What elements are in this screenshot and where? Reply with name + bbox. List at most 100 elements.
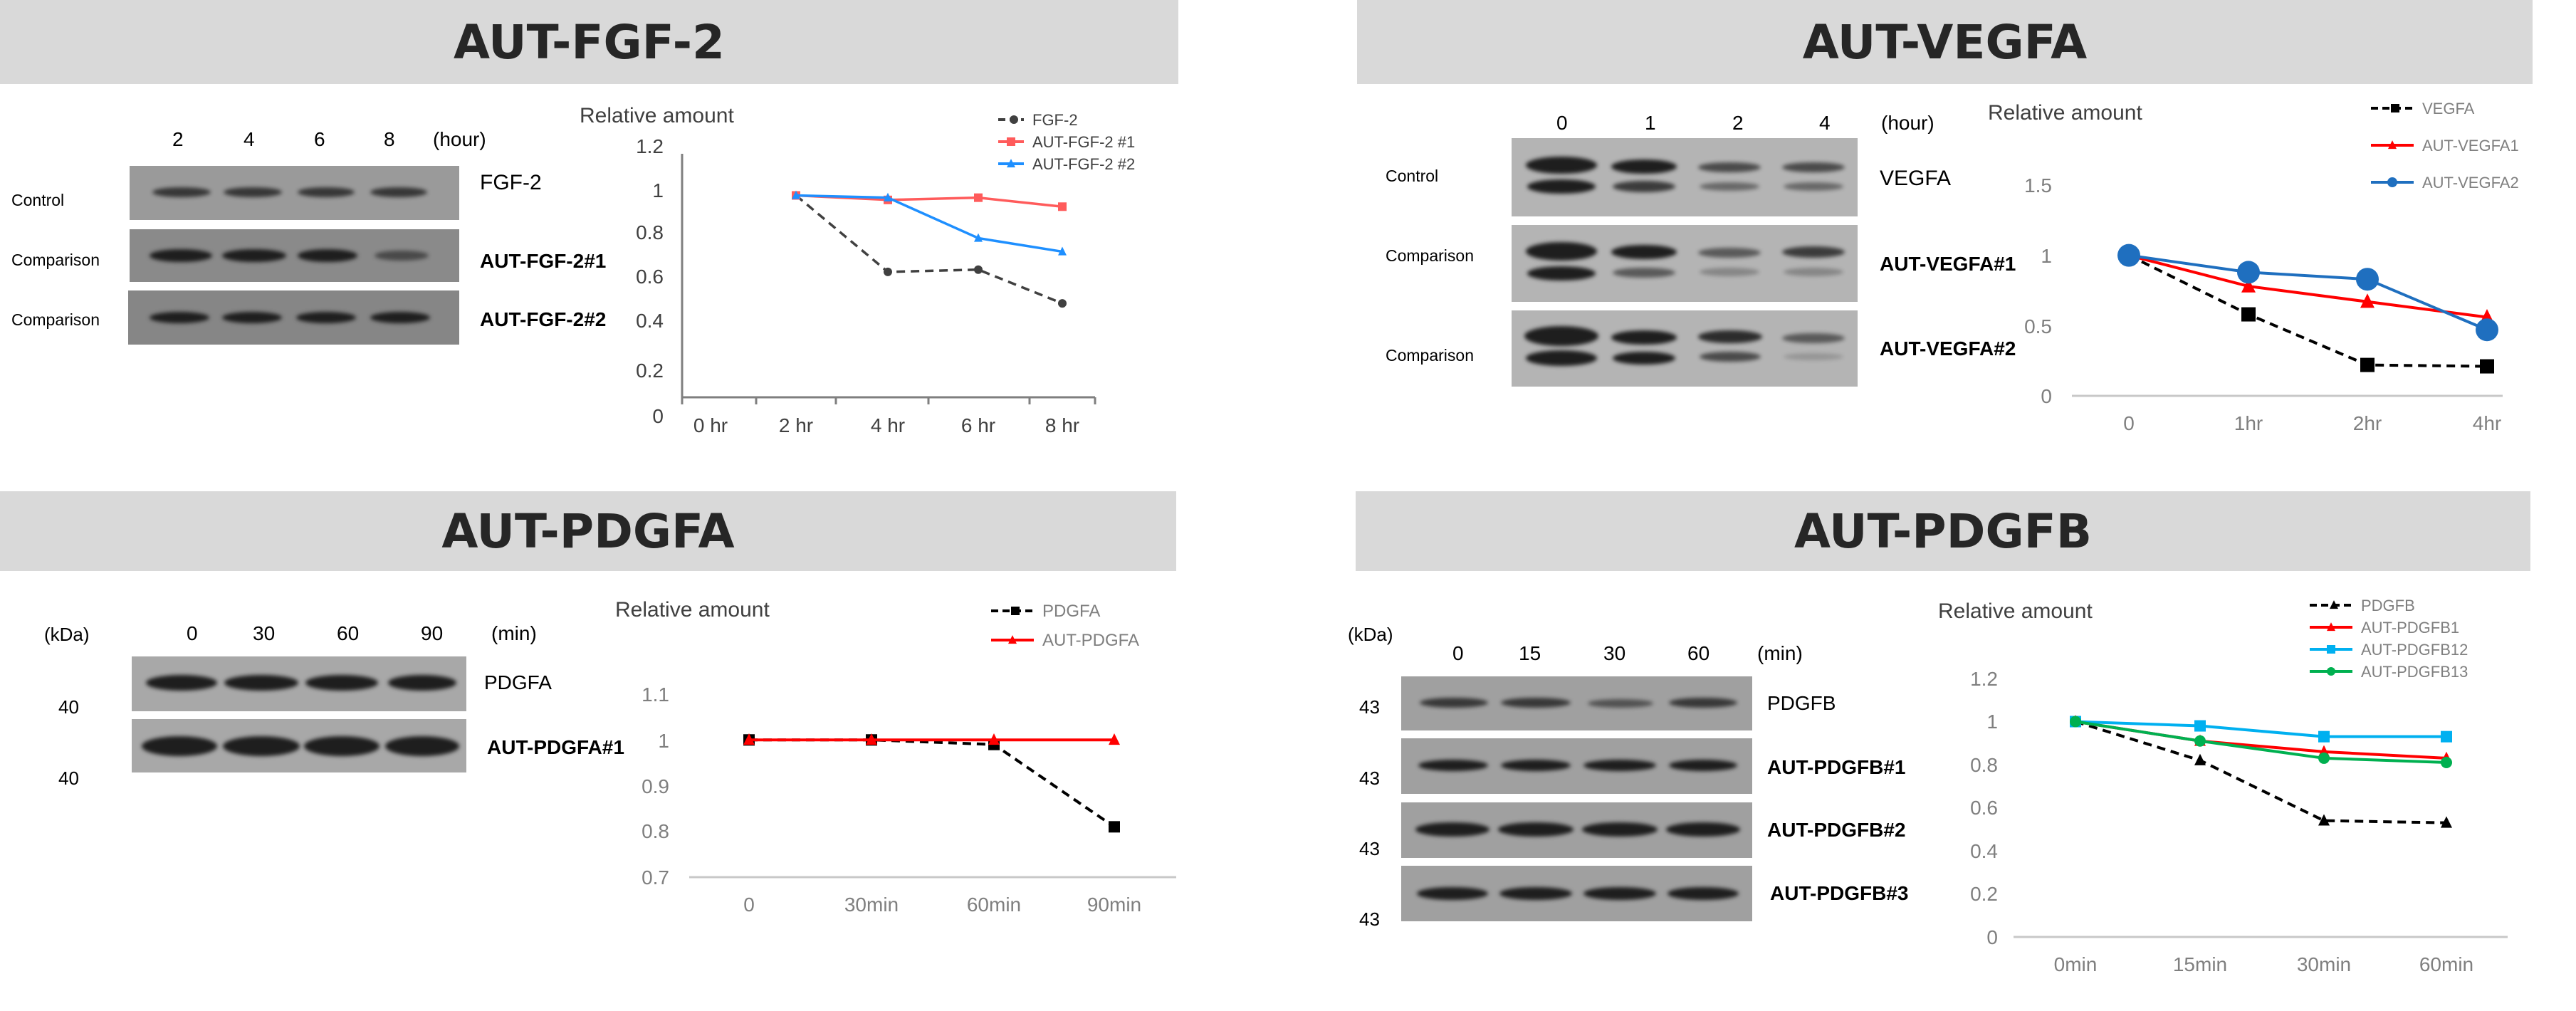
data-point: [2318, 730, 2330, 743]
x-tick-label: 6 hr: [961, 414, 995, 436]
x-tick-label: 0min: [2054, 953, 2098, 975]
x-tick-label: 30min: [844, 894, 899, 916]
x-tick-label: 0 hr: [693, 414, 728, 436]
series-line: [2128, 253, 2488, 332]
blot-strip: [1512, 310, 1858, 387]
legend-label: AUT-FGF-2 #2: [1032, 155, 1135, 173]
time-label: 60: [1687, 642, 1710, 664]
data-point: [2360, 357, 2375, 372]
y-tick-label: 0.9: [642, 775, 669, 797]
time-label: 30: [253, 622, 276, 644]
x-tick-label: 15min: [2173, 953, 2227, 975]
legend-label: AUT-PDGFB1: [2361, 619, 2459, 637]
y-tick-label: 1: [2041, 245, 2052, 267]
row-label: Control: [11, 191, 65, 209]
row-target-label: AUT-VEGFA#2: [1880, 337, 2016, 360]
data-point: [2360, 293, 2375, 308]
panel-title: AUT-PDGFA: [441, 503, 735, 559]
chart-title: Relative amount: [580, 104, 734, 127]
data-point: [2241, 278, 2256, 293]
blot-strip: [1401, 676, 1752, 730]
time-label: 6: [314, 128, 325, 150]
y-tick-label: 0.2: [1970, 883, 1998, 905]
data-point: [2194, 720, 2206, 732]
legend-marker: [2388, 140, 2397, 150]
data-point: [2241, 307, 2256, 322]
data-point: [974, 193, 983, 202]
row-label: Comparison: [1386, 246, 1474, 265]
row-target-label: AUT-PDGFA#1: [487, 736, 624, 758]
x-tick-label: 4 hr: [871, 414, 905, 436]
blot-strip: [1401, 802, 1752, 858]
data-point: [974, 265, 983, 274]
x-tick-label: 0: [743, 894, 755, 916]
legend-label: AUT-FGF-2 #1: [1032, 133, 1135, 151]
legend-label: AUT-PDGFA: [1042, 631, 1139, 650]
blot-strip: [1401, 738, 1752, 794]
data-point: [2318, 752, 2330, 764]
data-point: [2117, 243, 2140, 267]
blot-strip: [130, 229, 459, 282]
chart-title: Relative amount: [615, 598, 770, 622]
x-tick-label: 2 hr: [779, 414, 813, 436]
title-band-pdgfb: AUT-PDGFB: [1356, 491, 2530, 571]
data-point: [988, 733, 1000, 745]
legend-label: AUT-PDGFB12: [2361, 641, 2468, 659]
kda-label: 40: [58, 696, 79, 718]
legend-marker: [1008, 635, 1017, 644]
legend-label: AUT-PDGFB13: [2361, 663, 2468, 681]
y-tick-label: 0.8: [642, 820, 669, 842]
series-line: [795, 194, 1063, 305]
time-label: 1: [1645, 112, 1656, 134]
x-tick-label: 8 hr: [1045, 414, 1079, 436]
row-label: Comparison: [1386, 346, 1474, 365]
y-tick-label: 1.2: [1970, 668, 1998, 690]
row-label: Comparison: [11, 251, 100, 269]
data-point: [792, 190, 800, 199]
row-target-label: AUT-PDGFB#3: [1770, 882, 1909, 904]
x-tick-label: 60min: [2419, 953, 2473, 975]
y-tick-label: 0.5: [2024, 315, 2052, 337]
y-tick-label: 0.6: [636, 266, 664, 288]
data-point: [2476, 318, 2498, 342]
x-tick-label: 30min: [2297, 953, 2351, 975]
panel-title: AUT-VEGFA: [1802, 14, 2088, 70]
data-point: [2356, 268, 2379, 291]
kda-label: 43: [1359, 908, 1380, 930]
kda-label: 40: [58, 768, 79, 789]
y-tick-label: 1: [658, 730, 669, 752]
time-label: 8: [384, 128, 395, 150]
data-point: [884, 192, 892, 201]
y-tick-label: 1.1: [642, 683, 669, 706]
y-tick-label: 0.6: [1970, 797, 1998, 819]
row-target-label: PDGFA: [484, 671, 552, 693]
kda-label: 43: [1359, 838, 1380, 859]
blot-strip: [1512, 225, 1858, 302]
data-point: [1058, 299, 1067, 308]
data-point: [1109, 733, 1120, 745]
series-line: [2075, 720, 2447, 824]
panel-title: AUT-FGF-2: [454, 14, 725, 70]
y-tick-label: 1: [1986, 711, 1998, 733]
legend-label: AUT-VEGFA2: [2422, 174, 2519, 192]
legend-marker: [2327, 667, 2335, 676]
row-label: Control: [1386, 167, 1439, 185]
data-point: [2318, 814, 2330, 826]
row-target-label: FGF-2: [480, 171, 542, 194]
time-label: 2: [1732, 112, 1744, 134]
legend-marker: [1010, 115, 1018, 124]
y-tick-label: 1: [652, 179, 664, 201]
time-unit-label: (min): [491, 622, 537, 644]
legend-marker: [1007, 137, 1015, 146]
legend-label: FGF-2: [1032, 111, 1078, 129]
x-tick-label: 1hr: [2234, 412, 2263, 434]
time-label: 30: [1603, 642, 1626, 664]
panel-title: AUT-PDGFB: [1794, 503, 2093, 559]
row-target-label: AUT-VEGFA#1: [1880, 253, 2016, 275]
data-point: [2480, 359, 2494, 374]
y-tick-label: 0: [1986, 926, 1998, 948]
row-target-label: AUT-FGF-2#2: [480, 308, 607, 330]
blot-strip: [1512, 138, 1858, 216]
row-target-label: PDGFB: [1767, 692, 1836, 714]
